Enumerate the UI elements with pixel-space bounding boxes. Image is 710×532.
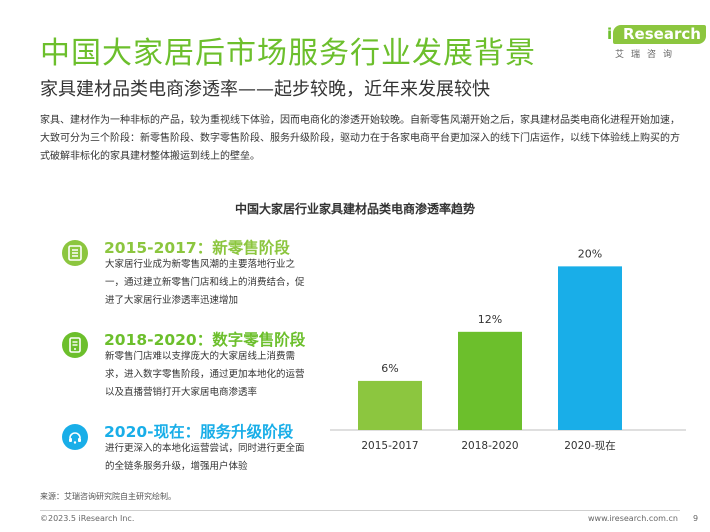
website-link: www.iresearch.com.cn [588,514,678,523]
data-label-3: 20% [578,247,602,260]
category-label-1: 2015-2017 [361,440,418,452]
bar-2 [458,331,522,430]
page-title: 中国大家居后市场服务行业发展背景 [40,36,536,71]
source-note: 来源：艾瑞咨询研究院自主研究绘制。 [40,492,176,501]
page-number: 9 [693,514,699,523]
data-label-2: 12% [478,313,502,326]
data-label-1: 6% [381,362,398,375]
logo-chinese: 艾瑞咨询 [615,50,680,60]
stage-description: 大家居行业成为新零售风潮的主要落地行业之一，通过建立新零售门店和线上的消费结合，… [105,259,305,306]
service-icon [62,424,88,450]
stage-description: 新零售门店难以支撑庞大的大家居线上消费需求，进入数字零售阶段，通过更加本地化的运… [105,351,305,398]
stage-title: 2020-现在：服务升级阶段 [104,423,294,441]
store-icon [62,240,88,266]
logo-word: Research [613,25,706,44]
page-subtitle: 家具建材品类电商渗透率——起步较晚，近年来发展较快 [40,79,490,100]
stage-title: 2015-2017：新零售阶段 [104,239,290,257]
copyright: ©2023.5 iResearch Inc. [40,514,135,523]
footer-divider [40,510,680,511]
bar-1 [358,380,422,430]
category-label-3: 2020-现在 [564,440,616,452]
stage-description: 进行更深入的本地化运营尝试，同时进行更全面的全链条服务升级，增强用户体验 [105,443,305,472]
bar-3 [558,266,622,430]
intro-paragraph: 家具、建材作为一种非标的产品，较为重视线下体验，因而电商化的渗透开始较晚。自新零… [40,115,680,162]
category-label-2: 2018-2020 [461,440,518,452]
stage-title: 2018-2020：数字零售阶段 [104,331,306,349]
penetration-bar-chart: 6% 2015-2017 12% 2018-2020 20% 2020-现在 [330,247,686,452]
iresearch-logo: i Research 艾瑞咨询 [607,25,706,65]
phone-icon [62,332,88,358]
chart-title: 中国大家居行业家具建材品类电商渗透率趋势 [234,202,475,216]
logo-i: i [607,25,613,43]
